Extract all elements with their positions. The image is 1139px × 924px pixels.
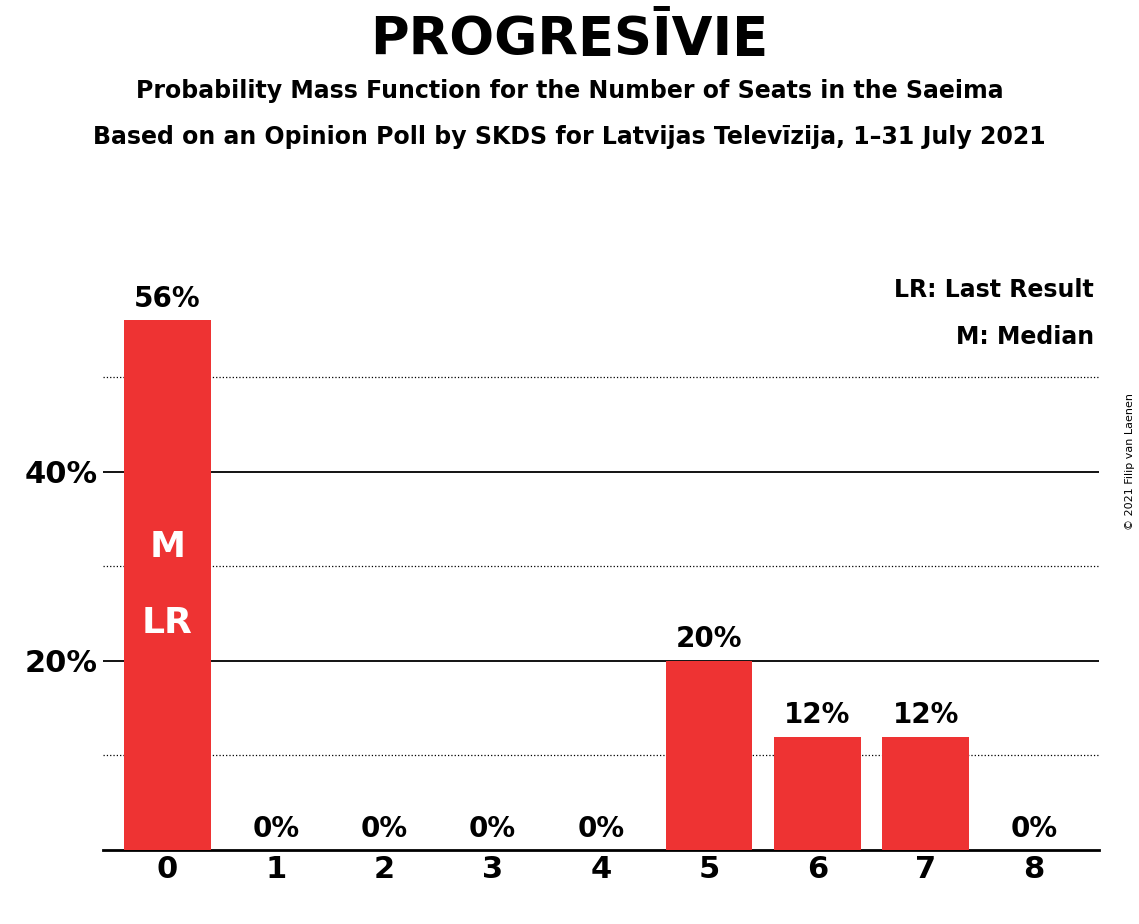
Text: LR: Last Result: LR: Last Result bbox=[894, 277, 1093, 301]
Text: Based on an Opinion Poll by SKDS for Latvijas Televīzija, 1–31 July 2021: Based on an Opinion Poll by SKDS for Lat… bbox=[93, 125, 1046, 149]
Text: © 2021 Filip van Laenen: © 2021 Filip van Laenen bbox=[1125, 394, 1134, 530]
Text: 0%: 0% bbox=[252, 815, 300, 843]
Text: 0%: 0% bbox=[469, 815, 516, 843]
Bar bbox=[124, 320, 211, 850]
Text: 20%: 20% bbox=[675, 626, 743, 653]
Text: M: M bbox=[149, 530, 186, 565]
Text: Probability Mass Function for the Number of Seats in the Saeima: Probability Mass Function for the Number… bbox=[136, 79, 1003, 103]
Bar bbox=[775, 736, 861, 850]
Text: 12%: 12% bbox=[785, 701, 851, 729]
Text: 56%: 56% bbox=[134, 285, 200, 312]
Text: 0%: 0% bbox=[577, 815, 624, 843]
Text: PROGRESĪVIE: PROGRESĪVIE bbox=[370, 14, 769, 66]
Text: 0%: 0% bbox=[361, 815, 408, 843]
Bar bbox=[666, 661, 753, 850]
Text: LR: LR bbox=[142, 606, 192, 640]
Text: 12%: 12% bbox=[893, 701, 959, 729]
Text: 0%: 0% bbox=[1010, 815, 1058, 843]
Bar bbox=[883, 736, 969, 850]
Text: M: Median: M: Median bbox=[956, 325, 1093, 349]
